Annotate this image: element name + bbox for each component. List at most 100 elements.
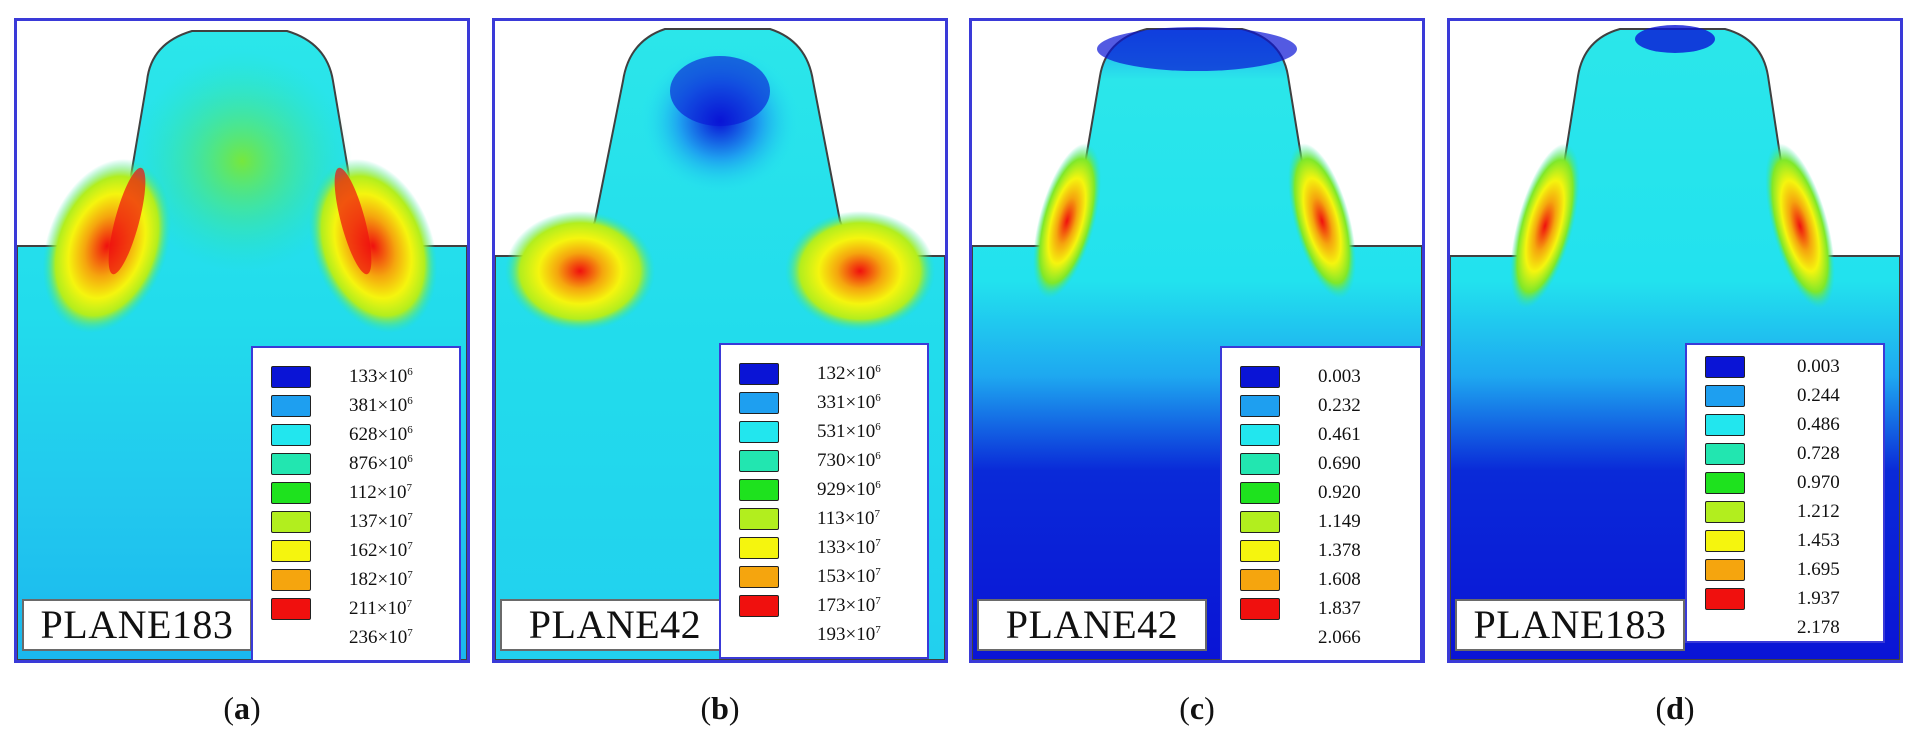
legend-swatch [271,511,311,533]
legend-value: 0.920 [1318,482,1361,503]
legend-row: 929×106 [721,476,927,505]
legend-value: 211×107 [349,598,413,619]
legend-value: 1.378 [1318,540,1361,561]
legend-row: 0.690 [1222,450,1420,479]
legend-row: 1.378 [1222,537,1420,566]
legend-row: 2.178 [1687,614,1883,643]
legend-value: 173×107 [817,595,881,616]
legend-swatch [271,453,311,475]
legend: 0.003 0.232 0.461 0.690 0.920 1.149 1.37… [1220,346,1422,660]
legend-row: 182×107 [253,566,459,595]
legend-value: 0.461 [1318,424,1361,445]
legend-swatch [739,508,779,530]
legend-swatch [271,540,311,562]
legend-value: 730×106 [817,450,881,471]
legend-value: 236×107 [349,627,413,648]
legend-swatch [1240,482,1280,504]
legend-row: 0.461 [1222,421,1420,450]
legend-swatch [1705,414,1745,436]
legend-swatch [1705,588,1745,610]
panel-a: PLANE183 133×106 381×106 628×106 876×106… [14,18,470,663]
legend-row: 1.695 [1687,556,1883,585]
legend-swatch [1240,424,1280,446]
legend-value: 1.695 [1797,559,1840,580]
legend-swatch [1240,569,1280,591]
legend-swatch [1705,472,1745,494]
legend-swatch [1240,511,1280,533]
legend-value: 0.690 [1318,453,1361,474]
legend-value: 132×106 [817,363,881,384]
legend-row: 876×106 [253,450,459,479]
legend-row: 193×107 [721,621,927,650]
legend-value: 0.003 [1797,356,1840,377]
legend-value: 193×107 [817,624,881,645]
legend-row: 1.608 [1222,566,1420,595]
legend-value: 133×106 [349,366,413,387]
legend-swatch [271,395,311,417]
legend-swatch [739,421,779,443]
legend-value: 2.066 [1318,627,1361,648]
caption-c: (c) [1179,690,1215,726]
legend-row: 0.232 [1222,392,1420,421]
legend-value: 137×107 [349,511,413,532]
legend-swatch [1705,443,1745,465]
legend-row: 133×107 [721,534,927,563]
legend-value: 1.149 [1318,511,1361,532]
legend-value: 112×107 [349,482,413,503]
legend-row: 137×107 [253,508,459,537]
panel-b: PLANE42 132×106 331×106 531×106 730×106 … [492,18,948,663]
legend-row: 0.970 [1687,469,1883,498]
legend-swatch [271,598,311,620]
legend-swatch [739,450,779,472]
legend-value: 182×107 [349,569,413,590]
legend-row: 0.486 [1687,411,1883,440]
legend-value: 113×107 [817,508,881,529]
legend-value: 0.003 [1318,366,1361,387]
legend-value: 1.837 [1318,598,1361,619]
legend-row: 628×106 [253,421,459,450]
legend-swatch [271,569,311,591]
legend-row: 381×106 [253,392,459,421]
legend-row: 162×107 [253,537,459,566]
legend-row: 0.244 [1687,382,1883,411]
panel-d: PLANE183 0.003 0.244 0.486 0.728 0.970 1… [1447,18,1903,663]
legend-row: 133×106 [253,363,459,392]
legend-row: 113×107 [721,505,927,534]
element-type-label: PLANE42 [977,599,1207,651]
legend-row: 1.837 [1222,595,1420,624]
panel-c: PLANE42 0.003 0.232 0.461 0.690 0.920 1.… [969,18,1425,663]
caption-b: (b) [700,690,740,726]
legend-row: 0.920 [1222,479,1420,508]
legend-row: 2.066 [1222,624,1420,653]
legend-row: 173×107 [721,592,927,621]
caption-a: (a) [223,690,261,726]
legend-swatch [739,363,779,385]
element-type-label: PLANE183 [1455,599,1685,651]
legend-value: 331×106 [817,392,881,413]
legend: 0.003 0.244 0.486 0.728 0.970 1.212 1.45… [1685,343,1885,643]
legend-value: 531×106 [817,421,881,442]
legend-row: 211×107 [253,595,459,624]
legend-row: 112×107 [253,479,459,508]
legend-row: 0.003 [1687,353,1883,382]
legend-row: 1.453 [1687,527,1883,556]
legend-value: 133×107 [817,537,881,558]
legend-value: 0.486 [1797,414,1840,435]
legend-value: 0.970 [1797,472,1840,493]
legend-row: 1.937 [1687,585,1883,614]
legend-swatch [739,537,779,559]
legend-value: 153×107 [817,566,881,587]
legend-row: 236×107 [253,624,459,653]
legend-swatch [1705,559,1745,581]
legend-swatch [1705,501,1745,523]
legend-row: 153×107 [721,563,927,592]
legend-swatch [271,366,311,388]
element-type-label: PLANE42 [500,599,730,651]
legend: 132×106 331×106 531×106 730×106 929×106 … [719,343,929,659]
legend-swatch [271,482,311,504]
legend-row: 1.149 [1222,508,1420,537]
legend-swatch [739,595,779,617]
legend-value: 1.453 [1797,530,1840,551]
legend-value: 0.728 [1797,443,1840,464]
legend-value: 0.244 [1797,385,1840,406]
